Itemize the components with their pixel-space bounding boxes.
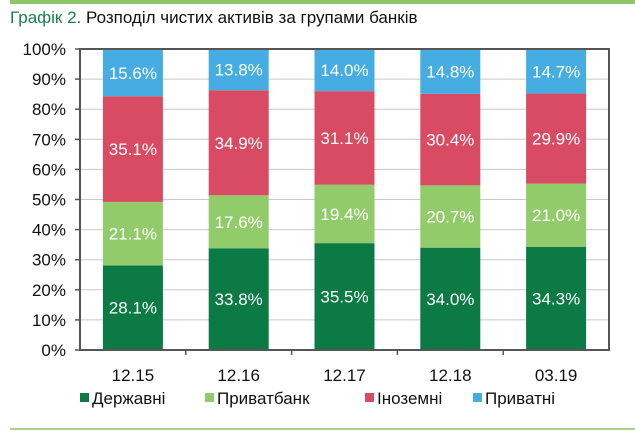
- x-tick-label: 12.16: [217, 366, 260, 385]
- y-tick-label: 0%: [41, 341, 66, 360]
- legend-label: Іноземні: [377, 389, 442, 408]
- data-label: 13.8%: [215, 61, 263, 80]
- data-label: 29.9%: [532, 130, 580, 149]
- chart-title-text: Розподіл чистих активів за групами банкі…: [86, 8, 418, 27]
- legend-label: Приватні: [485, 389, 555, 408]
- data-label: 21.0%: [532, 206, 580, 225]
- bar-segment: [102, 265, 163, 350]
- bar-segment: [420, 93, 481, 186]
- data-label: 14.0%: [320, 61, 368, 80]
- x-tick-label: 12.18: [429, 366, 472, 385]
- data-label: 14.7%: [532, 62, 580, 81]
- data-label: 35.1%: [109, 140, 157, 159]
- y-tick-label: 20%: [32, 281, 66, 300]
- x-tick-label: 12.17: [323, 366, 366, 385]
- bar-segment: [102, 49, 163, 97]
- bar-segment: [420, 185, 481, 248]
- bar-segment: [102, 201, 163, 266]
- x-tick-label: 03.19: [535, 366, 578, 385]
- legend-swatch: [473, 393, 482, 402]
- y-tick-label: 10%: [32, 311, 66, 330]
- data-label: 19.4%: [320, 205, 368, 224]
- bar-segment: [526, 183, 587, 247]
- top-rule: [10, 0, 635, 4]
- data-label: 28.1%: [109, 299, 157, 318]
- data-label: 35.5%: [320, 288, 368, 307]
- y-tick-label: 40%: [32, 221, 66, 240]
- bar-segment: [526, 246, 587, 350]
- legend-swatch: [80, 393, 89, 402]
- data-label: 34.3%: [532, 289, 580, 308]
- y-tick-label: 50%: [32, 191, 66, 210]
- chart-number: Графік 2.: [10, 8, 82, 27]
- y-tick-label: 60%: [32, 160, 66, 179]
- plot-frame: [79, 48, 610, 351]
- bar-segment: [208, 49, 269, 91]
- data-label: 34.9%: [215, 134, 263, 153]
- data-label: 15.6%: [109, 64, 157, 83]
- bar-segment: [314, 91, 375, 185]
- y-tick-label: 30%: [32, 251, 66, 270]
- bar-segment: [208, 90, 269, 196]
- x-tick-label: 12.15: [112, 366, 155, 385]
- chart-title: Графік 2. Розподіл чистих активів за гру…: [10, 8, 418, 28]
- bar-segment: [102, 96, 163, 202]
- bar-segment: [420, 247, 481, 350]
- data-label: 34.0%: [426, 290, 474, 309]
- bar-segment: [314, 243, 375, 350]
- data-label: 21.1%: [109, 225, 157, 244]
- bottom-rule: [10, 428, 635, 430]
- bar-segment: [208, 195, 269, 249]
- y-tick-label: 100%: [23, 40, 66, 59]
- y-tick-label: 90%: [32, 70, 66, 89]
- data-label: 33.8%: [215, 290, 263, 309]
- legend-swatch: [365, 393, 374, 402]
- legend-label: Приватбанк: [217, 389, 310, 408]
- data-label: 30.4%: [426, 131, 474, 150]
- bar-segment: [208, 248, 269, 350]
- legend-swatch: [205, 393, 214, 402]
- bar-segment: [526, 93, 587, 184]
- data-label: 20.7%: [426, 208, 474, 227]
- data-label: 17.6%: [215, 213, 263, 232]
- data-label: 31.1%: [320, 129, 368, 148]
- bar-segment: [420, 49, 481, 94]
- bar-segment: [314, 184, 375, 244]
- legend-label: Державні: [92, 389, 165, 408]
- bar-segment: [526, 49, 587, 94]
- y-tick-label: 80%: [32, 100, 66, 119]
- y-tick-label: 70%: [32, 130, 66, 149]
- data-label: 14.8%: [426, 63, 474, 82]
- bar-segment: [314, 49, 375, 92]
